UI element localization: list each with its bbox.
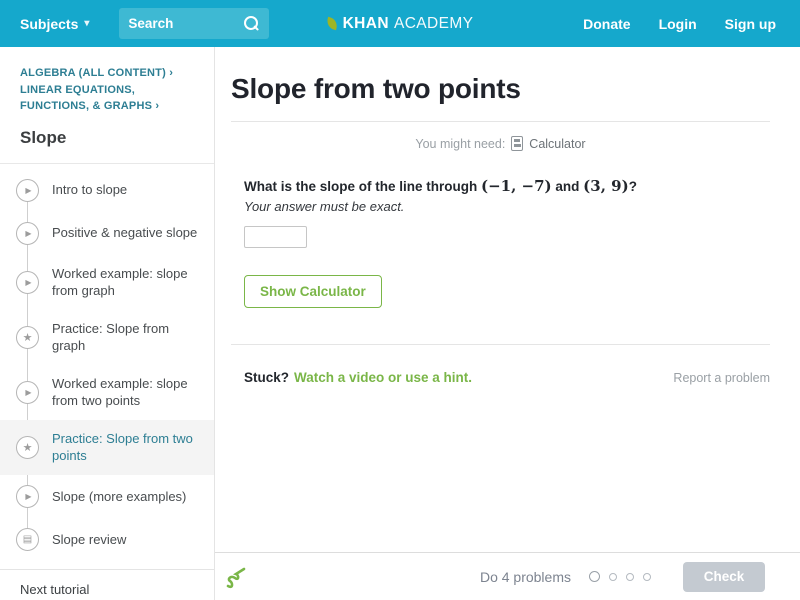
progress-label: Do 4 problems: [479, 568, 571, 585]
donate-link[interactable]: Donate: [583, 15, 631, 32]
sidebar-lesson-item[interactable]: ▶ Slope (more examples): [0, 475, 214, 518]
star-icon: ★: [16, 435, 39, 459]
progress-dot: [609, 572, 617, 581]
calculator-icon: [511, 136, 524, 151]
task-bar: Do 4 problems Check: [215, 552, 800, 600]
sprout-icon: [226, 567, 246, 588]
hint-link[interactable]: Watch a video or use a hint.: [294, 370, 473, 385]
lesson-list: ▶ Intro to slope ▶ Positive & negative s…: [0, 164, 214, 569]
question-block: What is the slope of the line through (−…: [244, 177, 770, 248]
search-input[interactable]: [128, 16, 244, 31]
question-text: What is the slope of the line through (−…: [244, 177, 637, 195]
title-divider: [231, 121, 770, 122]
check-button[interactable]: Check: [683, 561, 765, 592]
play-icon: ▶: [16, 380, 39, 404]
sidebar: ALGEBRA (ALL CONTENT) › LINEAR EQUATIONS…: [0, 47, 215, 600]
sidebar-lesson-item[interactable]: ▤ Slope review: [0, 518, 214, 561]
play-icon: ▶: [16, 270, 39, 294]
search-box[interactable]: [119, 8, 270, 39]
breadcrumb: ALGEBRA (ALL CONTENT) › LINEAR EQUATIONS…: [0, 47, 214, 115]
progress-dot: [626, 572, 634, 581]
header-links: Donate Login Sign up: [583, 16, 776, 32]
progress-dot: [589, 571, 600, 582]
logo-khan-text: KHAN: [342, 14, 389, 32]
answer-note: Your answer must be exact.: [244, 199, 405, 214]
subjects-dropdown[interactable]: Subjects ▾: [20, 16, 89, 32]
point-1: (−1, −7): [481, 177, 552, 195]
sidebar-lesson-item[interactable]: ▶ Intro to slope: [0, 169, 214, 212]
page-title: Slope from two points: [231, 73, 521, 104]
sidebar-lesson-item[interactable]: ▶ Worked example: slope from graph: [0, 255, 214, 310]
sidebar-lesson-item[interactable]: ★ Practice: Slope from two points: [0, 419, 214, 475]
progress-dot: [643, 572, 651, 581]
khan-academy-logo[interactable]: KHAN ACADEMY: [325, 14, 474, 33]
stuck-label: Stuck?: [244, 370, 290, 385]
you-might-need-label: You might need:: [415, 136, 506, 151]
logo-academy-text: ACADEMY: [393, 14, 474, 32]
play-icon: ▶: [16, 221, 39, 245]
exercise-panel: Slope from two points You might need: Ca…: [215, 47, 800, 600]
subjects-label: Subjects: [20, 15, 79, 32]
sidebar-lesson-item[interactable]: ▶ Worked example: slope from two points: [0, 365, 214, 420]
play-icon: ▶: [16, 484, 39, 508]
star-icon: ★: [16, 325, 39, 349]
login-link[interactable]: Login: [658, 15, 697, 32]
play-icon: ▶: [16, 178, 39, 202]
calculator-label: Calculator: [529, 136, 586, 151]
point-2: (3, 9): [583, 177, 629, 195]
next-tutorial-label: Next tutorial: [20, 581, 90, 597]
signup-link[interactable]: Sign up: [724, 15, 776, 32]
chevron-right-icon: ›: [155, 100, 160, 112]
you-might-need-row: You might need: Calculator: [231, 136, 770, 151]
leaf-icon: [325, 16, 339, 31]
sidebar-lesson-item[interactable]: ▶ Positive & negative slope: [0, 212, 214, 255]
stuck-divider: [231, 344, 770, 345]
next-tutorial-section: Next tutorial Horizontal & vertical line…: [0, 568, 214, 600]
answer-input[interactable]: [244, 226, 307, 248]
topic-title: Slope: [0, 115, 214, 164]
chevron-right-icon: ›: [169, 67, 174, 79]
stuck-text: Stuck? Watch a video or use a hint.: [244, 369, 472, 387]
progress-dots: [589, 571, 651, 582]
content-row: ALGEBRA (ALL CONTENT) › LINEAR EQUATIONS…: [0, 47, 800, 600]
article-icon: ▤: [16, 527, 39, 551]
stuck-row: Stuck? Watch a video or use a hint. Repor…: [231, 369, 770, 387]
breadcrumb-link-linear-equations[interactable]: LINEAR EQUATIONS, FUNCTIONS, & GRAPHS ›: [20, 83, 160, 113]
chevron-down-icon: ▾: [84, 18, 90, 29]
search-icon[interactable]: [243, 15, 260, 32]
breadcrumb-link-algebra[interactable]: ALGEBRA (ALL CONTENT) ›: [20, 67, 174, 79]
report-problem-link[interactable]: Report a problem: [673, 371, 770, 385]
sidebar-lesson-item[interactable]: ★ Practice: Slope from graph: [0, 310, 214, 365]
show-calculator-button[interactable]: Show Calculator: [244, 275, 382, 308]
